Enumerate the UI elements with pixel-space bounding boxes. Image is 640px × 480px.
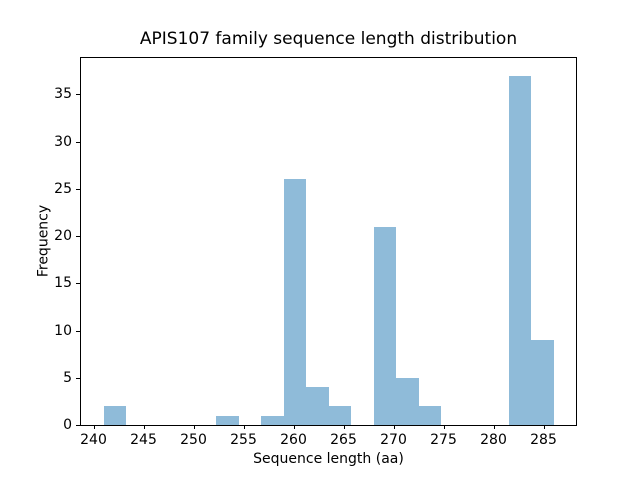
x-tick-mark: [243, 425, 245, 429]
y-tick-label: 25: [54, 180, 72, 197]
y-tick-mark: [76, 94, 80, 96]
x-tick-label: 250: [180, 432, 207, 448]
x-tick-label: 280: [480, 432, 507, 448]
x-tick-label: 245: [130, 432, 157, 448]
plot-area: [80, 57, 577, 426]
histogram-bar: [261, 415, 284, 425]
x-tick-mark: [543, 425, 545, 429]
x-tick-mark: [343, 425, 345, 429]
x-axis-label: Sequence length (aa): [253, 451, 404, 467]
x-tick-mark: [93, 425, 95, 429]
y-tick-mark: [76, 377, 80, 379]
histogram-bar: [396, 377, 419, 425]
y-tick-mark: [76, 425, 80, 426]
histogram-bar: [508, 75, 531, 425]
x-tick-mark: [293, 425, 295, 429]
y-tick-label: 15: [54, 275, 72, 292]
histogram-bar: [531, 340, 554, 425]
histogram-bar: [306, 387, 329, 425]
y-tick-mark: [76, 283, 80, 285]
x-tick-label: 270: [380, 432, 407, 448]
y-tick-label: 10: [54, 322, 72, 339]
y-tick-mark: [76, 188, 80, 190]
x-tick-label: 265: [330, 432, 357, 448]
y-tick-label: 30: [54, 133, 72, 150]
x-tick-label: 260: [280, 432, 307, 448]
histogram-bar: [373, 226, 396, 425]
y-tick-label: 20: [54, 228, 72, 245]
y-tick-label: 35: [54, 86, 72, 103]
x-tick-mark: [193, 425, 195, 429]
x-tick-mark: [393, 425, 395, 429]
x-tick-label: 275: [430, 432, 457, 448]
histogram-bar: [328, 406, 351, 425]
histogram-bar: [418, 406, 441, 425]
x-tick-label: 285: [530, 432, 557, 448]
y-tick-label: 5: [63, 369, 72, 386]
x-tick-mark: [143, 425, 145, 429]
x-tick-label: 240: [80, 432, 107, 448]
y-tick-mark: [76, 236, 80, 238]
histogram-bar: [103, 406, 126, 425]
histogram-bar: [283, 179, 306, 425]
y-tick-mark: [76, 330, 80, 332]
y-tick-label: 0: [63, 417, 72, 433]
y-tick-mark: [76, 141, 80, 143]
x-tick-mark: [443, 425, 445, 429]
histogram-bar: [216, 415, 239, 425]
x-tick-label: 255: [230, 432, 257, 448]
chart-title: APIS107 family sequence length distribut…: [139, 29, 518, 49]
x-tick-mark: [493, 425, 495, 429]
